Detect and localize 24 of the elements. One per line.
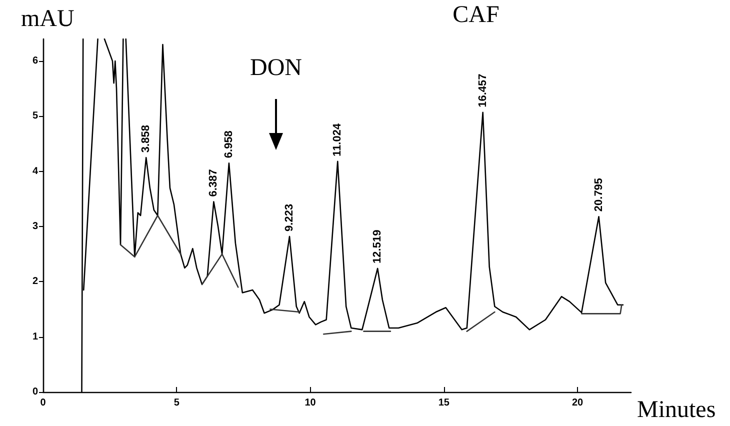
annotation: 3.858 bbox=[140, 125, 152, 153]
annotation: 12.519 bbox=[372, 230, 384, 264]
y-tick-label: 1 bbox=[32, 331, 38, 342]
annotation: 6.958 bbox=[222, 130, 235, 158]
x-axis-title: Minutes bbox=[637, 397, 716, 423]
y-tick-label: 3 bbox=[32, 221, 38, 232]
y-tick-label: 4 bbox=[32, 166, 38, 177]
y-axis-title: mAU bbox=[21, 6, 74, 32]
y-tick-label: 6 bbox=[32, 56, 38, 67]
x-tick-label: 20 bbox=[572, 398, 584, 408]
annotation: 11.024 bbox=[332, 122, 344, 156]
y-tick-label: 5 bbox=[32, 110, 38, 122]
annotation: 16.457 bbox=[476, 74, 489, 108]
text: CAF bbox=[452, 2, 500, 28]
y-tick-label: 0 bbox=[32, 386, 38, 398]
x-tick-label: 0 bbox=[40, 398, 46, 408]
x-tick-label: 15 bbox=[438, 398, 450, 408]
x-tick-label: 10 bbox=[304, 398, 316, 408]
annotation: 20.795 bbox=[592, 178, 605, 212]
annotation: 6.387 bbox=[208, 169, 220, 197]
y-tick-label: 2 bbox=[32, 276, 38, 288]
x-tick-label: 5 bbox=[174, 398, 180, 408]
annotation: 9.223 bbox=[284, 204, 296, 232]
annotation: DON bbox=[250, 55, 302, 81]
